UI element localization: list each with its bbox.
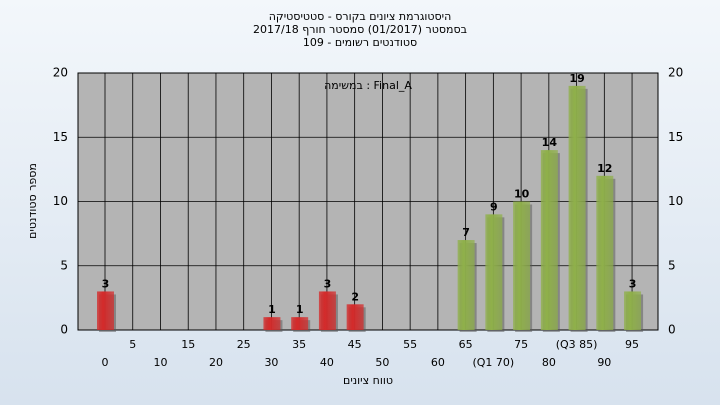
bar [485,214,503,330]
chart-subtitle: סטודנטים רשומים - 109 [303,36,417,49]
x-tick-label: 5 [129,338,136,351]
x-tick-label: (Q3 85) [556,338,598,351]
x-tick-label: 55 [403,338,417,351]
bar [263,317,281,330]
bar [540,150,558,330]
value-label: 19 [569,72,584,85]
x-tick-label: 25 [237,338,251,351]
x-axis-label: טווח ציונים [343,374,393,387]
y-tick-label: 20 [53,66,68,80]
x-tick-label: (Q1 70) [472,356,514,369]
bar [97,291,114,330]
y-tick-label: 5 [60,258,68,272]
x-tick-label: 60 [431,356,445,369]
x-tick-label: 95 [625,338,639,351]
x-tick-label: 65 [459,338,473,351]
value-label: 7 [462,226,470,239]
x-tick-label: 20 [209,356,223,369]
annotation: במשימה : Final_A [324,79,412,92]
value-label: 10 [514,188,530,201]
value-label: 9 [490,200,498,213]
value-label: 3 [324,277,332,290]
value-label: 3 [629,277,637,290]
y2-tick-label: 5 [668,258,676,272]
y2-tick-label: 20 [668,66,683,80]
x-tick-label: 0 [102,356,109,369]
chart-subtitle: בסמסטר (01/2017) סמסטר חורף 2017/18 [253,23,467,36]
x-tick-label: 80 [542,356,556,369]
value-label: 1 [268,303,276,316]
chart-title: היסטוגרמת ציונים בקורס - סטטיסטיקה [269,10,452,23]
bar [513,201,531,330]
x-tick-label: 15 [181,338,195,351]
x-tick-label: 40 [320,356,334,369]
bar [568,85,586,330]
bar [291,317,309,330]
bar [318,291,336,330]
x-tick-label: 35 [292,338,306,351]
x-tick-label: 30 [264,356,278,369]
value-label: 2 [351,290,359,303]
x-tick-label: 45 [348,338,362,351]
x-tick-label: 50 [375,356,389,369]
value-label: 3 [102,277,110,290]
y-tick-label: 0 [60,323,68,337]
bar [624,291,642,330]
x-tick-label: 75 [514,338,528,351]
y2-tick-label: 10 [668,194,683,208]
bar [596,175,614,330]
y2-tick-label: 15 [668,130,683,144]
bar [457,240,475,330]
value-label: 12 [597,162,612,175]
value-label: 1 [296,303,304,316]
x-tick-label: 90 [597,356,611,369]
y-tick-label: 15 [53,130,68,144]
bar [346,304,364,330]
y-axis-label: מספר סטודנטים [26,163,39,239]
y-tick-label: 10 [53,194,68,208]
y2-tick-label: 0 [668,323,676,337]
value-label: 14 [542,136,558,149]
x-tick-label: 10 [153,356,167,369]
